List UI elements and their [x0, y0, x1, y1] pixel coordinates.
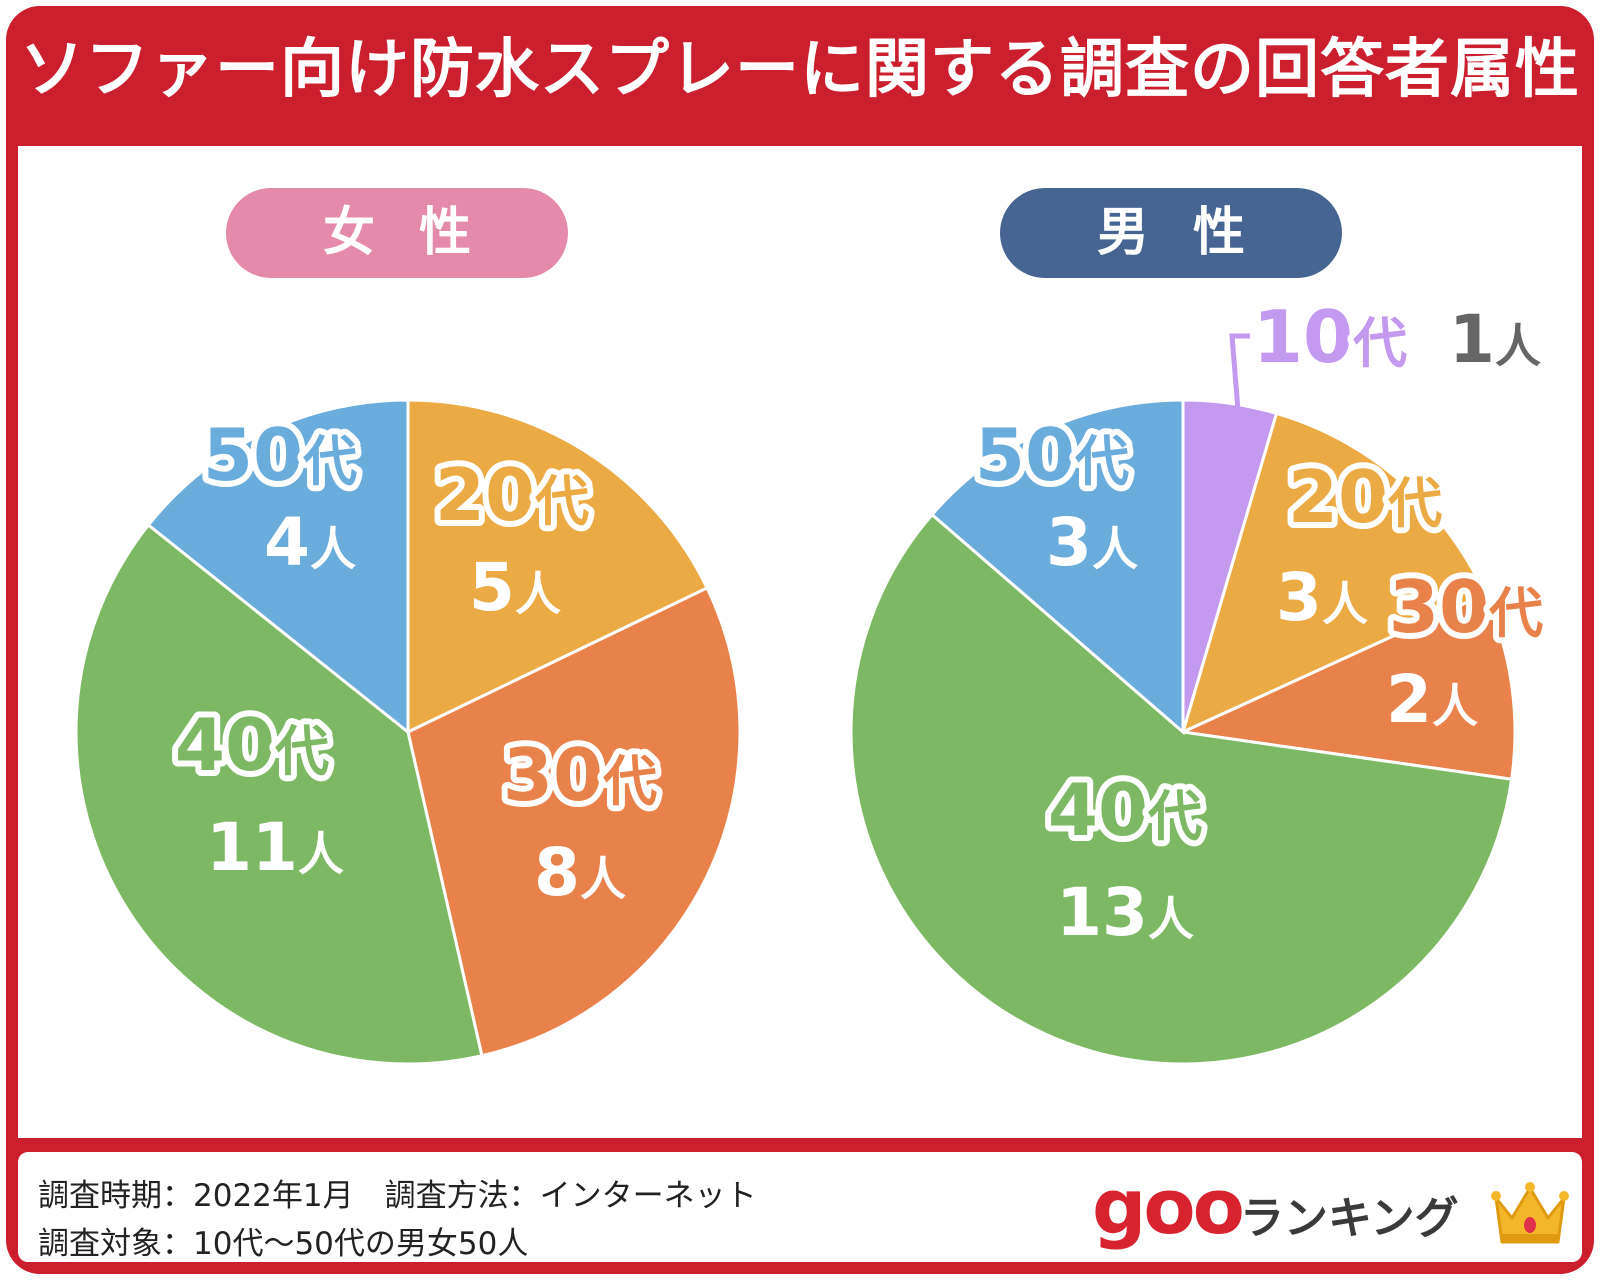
male-label-text: 男性: [1096, 203, 1289, 263]
male-label: 男性: [1000, 188, 1342, 278]
ranking-logo-text: ランキング: [1240, 1193, 1459, 1244]
goo-logo-text: goo: [1092, 1162, 1245, 1251]
page-title: ソファー向け防水スプレーに関する調査の回答者属性: [20, 33, 1580, 107]
footer-survey-target: 調査対象：10代～50代の男女50人: [38, 1226, 529, 1262]
crown-icon: [1491, 1182, 1569, 1244]
footer-survey-period: 調査時期：2022年1月 調査方法：インターネット: [38, 1178, 757, 1214]
female-label: 女性: [226, 188, 568, 278]
female-label-text: 女性: [322, 203, 515, 263]
